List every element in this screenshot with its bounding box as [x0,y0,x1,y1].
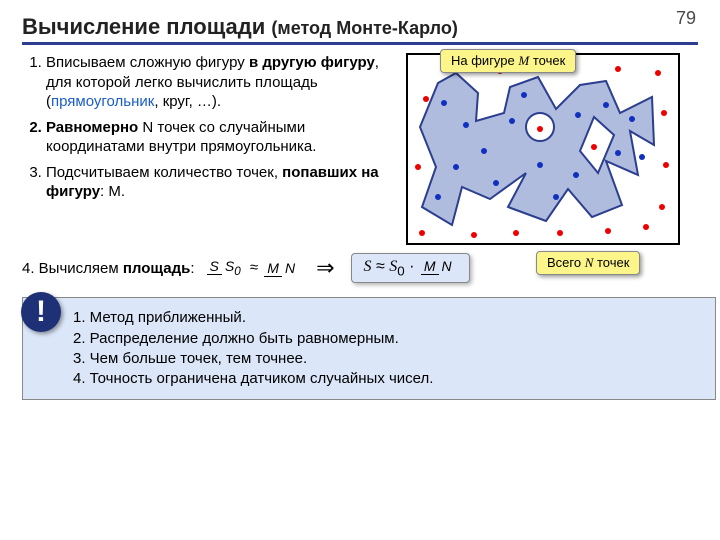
dot-inside [553,194,559,200]
dot-outside [423,96,429,102]
arrow-icon: ⇒ [316,255,334,281]
dot-inside [521,92,527,98]
title-sub: (метод Монте-Карло) [271,18,457,38]
dot-inside [509,118,515,124]
exclamation-icon: ! [21,292,61,332]
dot-outside [419,230,425,236]
title-rule [22,42,698,45]
text: : M. [100,183,125,200]
shape-svg [408,55,678,243]
dot-outside [605,228,611,234]
text: , круг, …). [154,93,221,110]
text: в другую фигуру [249,54,375,71]
text: точек [529,53,565,68]
formula-left: SS0 ≈ MN [205,258,301,278]
dot-inside [537,162,543,168]
text: M [518,53,529,68]
dot-outside [661,110,667,116]
note-line: 4. Точность ограничена датчиком случайны… [73,369,701,389]
dot-inside [639,154,645,160]
dot-inside [573,172,579,178]
dot-outside [663,162,669,168]
list-item: Вписываем сложную фигуру в другую фигуру… [46,53,392,112]
text: Подсчитываем количество точек, [46,164,282,181]
dot-outside [537,126,543,132]
text: На фигуре [451,53,518,68]
dot-outside [513,230,519,236]
dot-inside [615,150,621,156]
dot-inside [481,148,487,154]
dot-inside [453,164,459,170]
note-line: 1. Метод приближенный. [73,308,701,328]
text: Равномерно [46,119,138,136]
text: точек [593,255,629,270]
dot-outside [471,232,477,238]
note-line: 2. Распределение должно быть равномерным… [73,329,701,349]
dot-outside [557,230,563,236]
left-column: Вписываем сложную фигуру в другую фигуру… [22,53,392,245]
list-item: Подсчитываем количество точек, попавших … [46,163,392,202]
dot-inside [575,112,581,118]
notes-box: ! 1. Метод приближенный. 2. Распределени… [22,297,716,400]
list-item: Равномерно N точек со случайными координ… [46,118,392,157]
text: прямоугольник [51,93,154,110]
dot-inside [603,102,609,108]
right-column: На фигуре M точек Всего N точек [406,53,696,245]
page-number: 79 [676,8,696,29]
note-line: 3. Чем больше точек, тем точнее. [73,349,701,369]
step4-label: 4. Вычисляем площадь: [22,260,195,277]
dot-outside [655,70,661,76]
dot-inside [463,122,469,128]
text: Всего [547,255,585,270]
dot-inside [493,180,499,186]
content-row: Вписываем сложную фигуру в другую фигуру… [22,53,698,245]
dot-inside [435,194,441,200]
dot-inside [441,100,447,106]
text: : [190,260,194,277]
title-main: Вычисление площади [22,14,265,39]
page-title: Вычисление площади (метод Монте-Карло) [22,14,698,40]
dot-outside [591,144,597,150]
dot-outside [615,66,621,72]
callout-inside: На фигуре M точек [440,49,576,73]
dot-outside [659,204,665,210]
dot-outside [643,224,649,230]
dot-inside [629,116,635,122]
text: Вписываем сложную фигуру [46,54,249,71]
text: площадь [123,260,190,277]
steps-list: Вписываем сложную фигуру в другую фигуру… [22,53,392,202]
dot-outside [415,164,421,170]
text: 4. Вычисляем [22,260,123,277]
formula-result: S ≈ S0 · MN [351,253,470,283]
callout-total: Всего N точек [536,251,640,275]
monte-carlo-figure [406,53,680,245]
